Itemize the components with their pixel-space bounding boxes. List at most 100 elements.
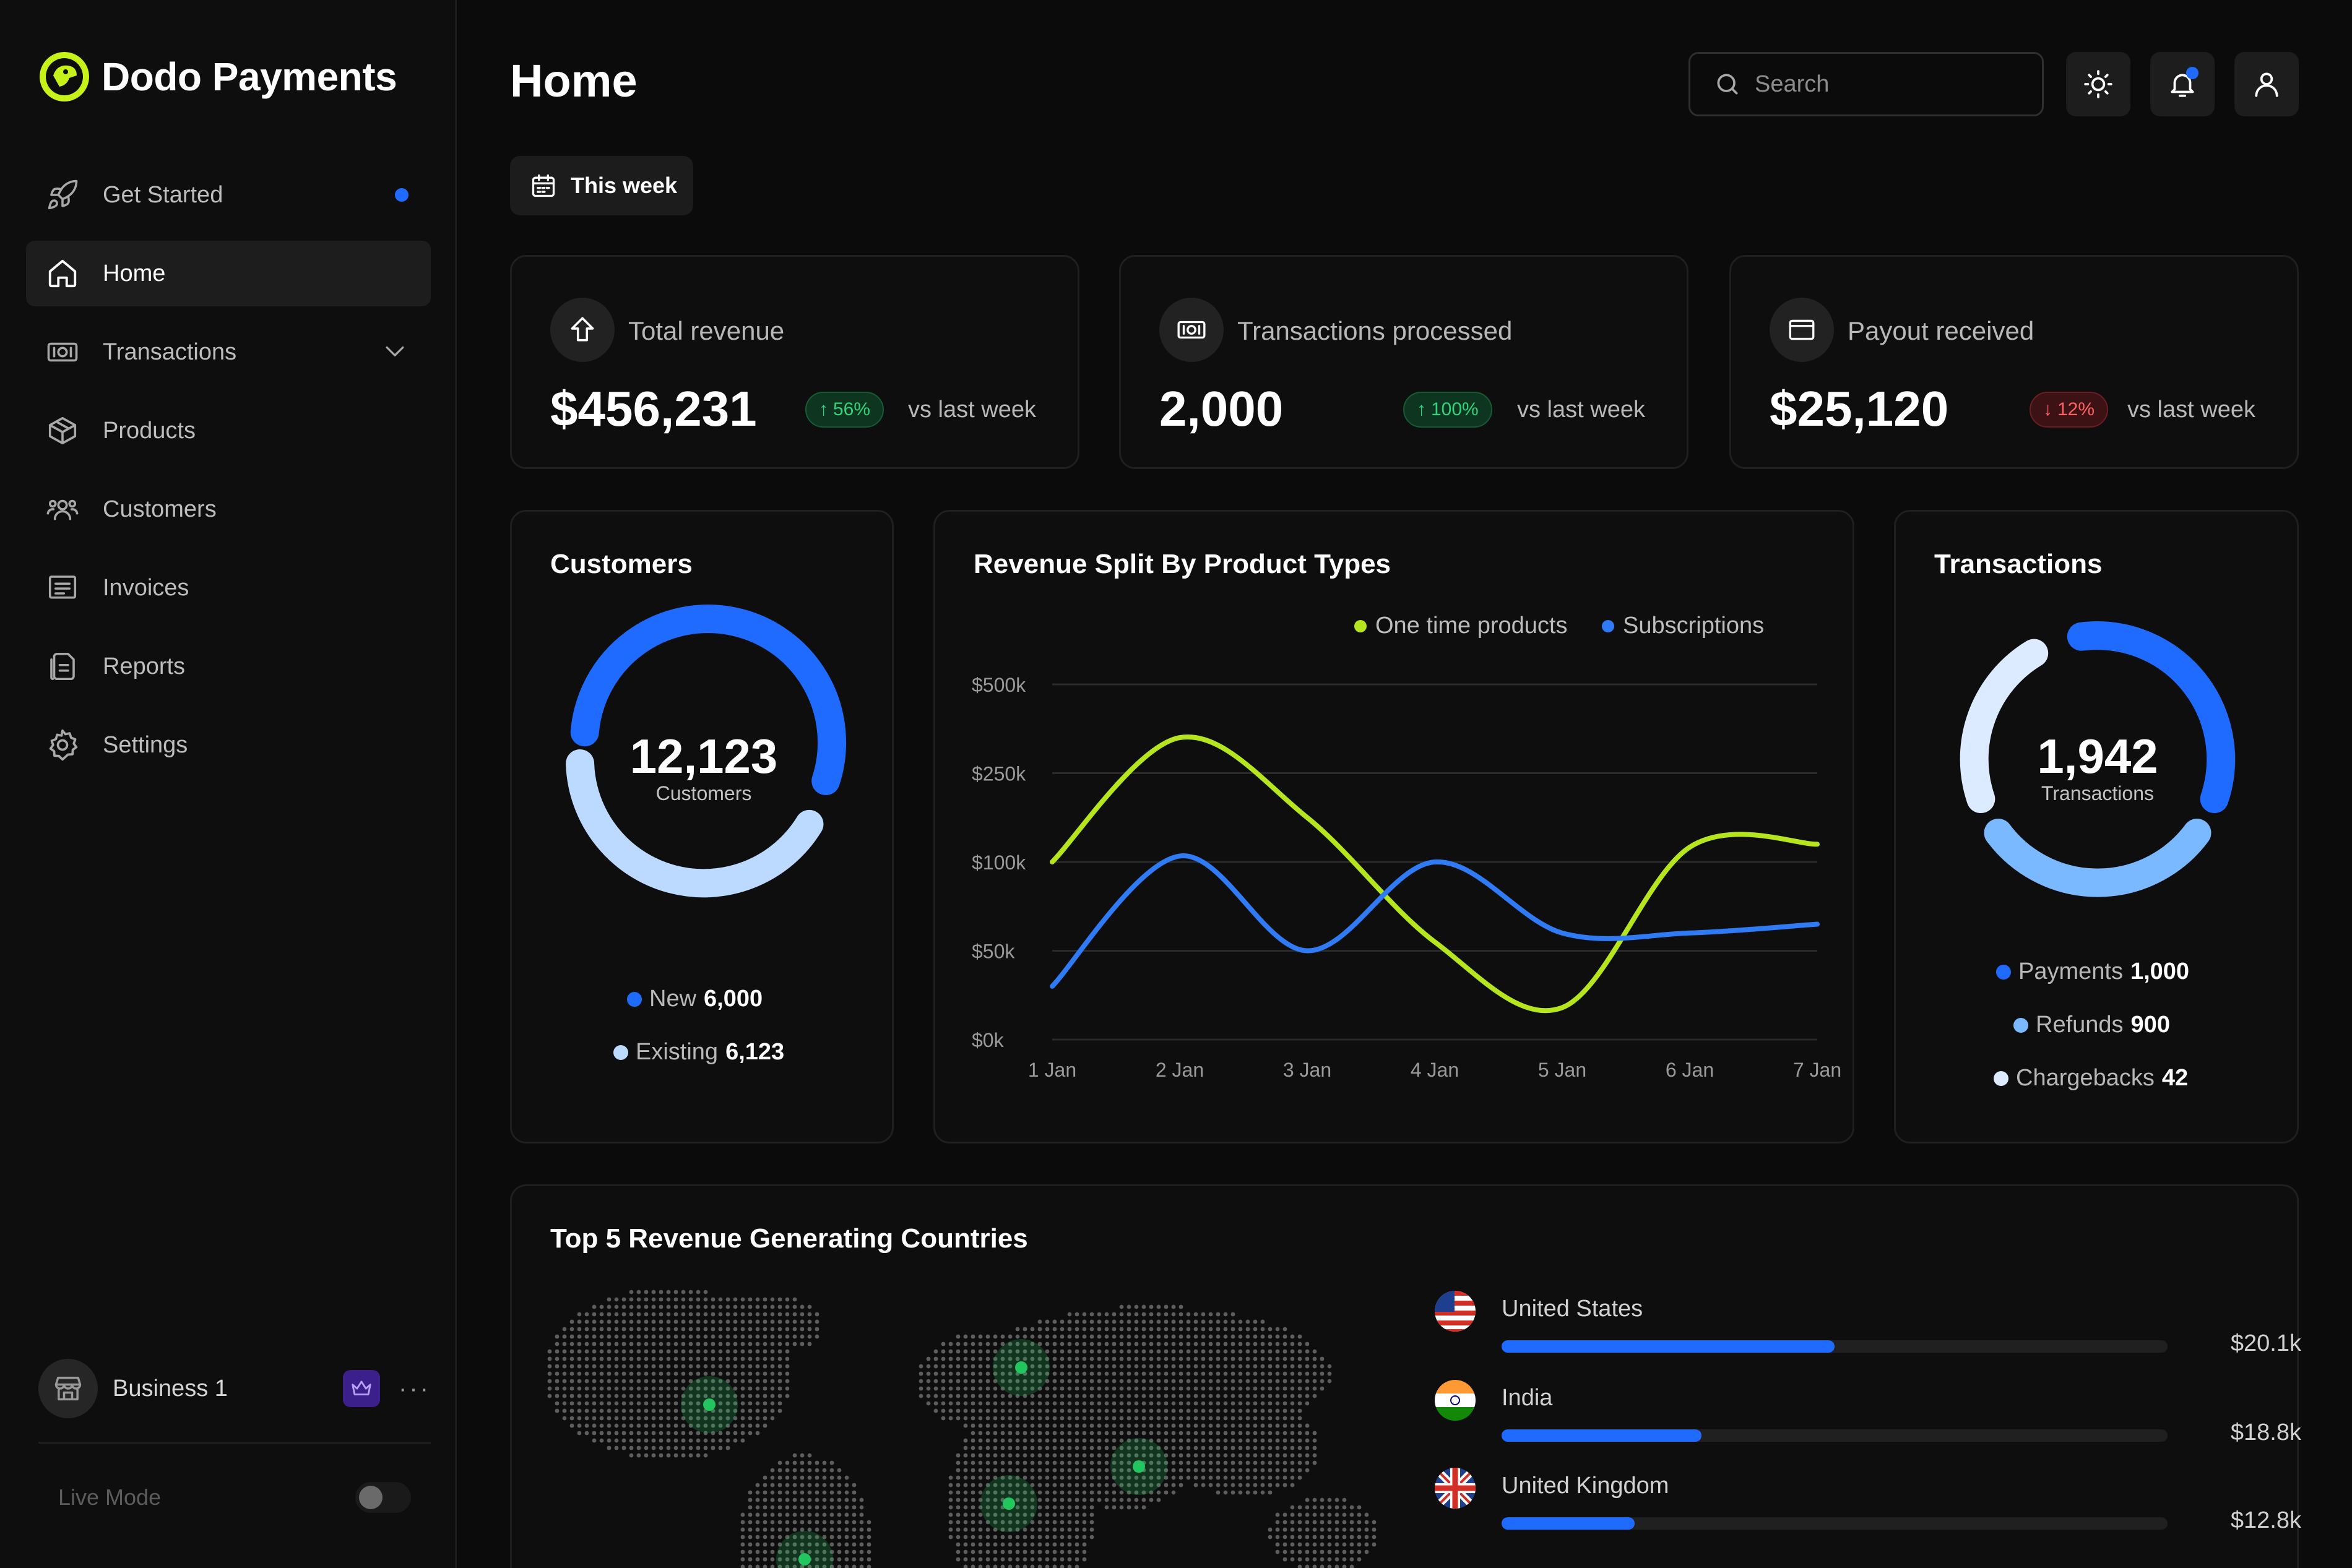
- map-hotspot[interactable]: [1003, 1497, 1015, 1510]
- notifications-button[interactable]: [2150, 52, 2215, 116]
- crown-icon[interactable]: [343, 1370, 381, 1407]
- map-dot: [792, 1304, 797, 1309]
- map-dot: [703, 1416, 708, 1421]
- sidebar-item-home[interactable]: Home: [26, 241, 431, 306]
- map-dot: [1119, 1453, 1124, 1458]
- map-dot: [629, 1423, 634, 1428]
- map-dot: [1193, 1453, 1198, 1458]
- map-dot: [1208, 1379, 1213, 1384]
- map-dot: [755, 1304, 760, 1309]
- map-dot: [807, 1520, 812, 1525]
- map-dot: [1149, 1431, 1154, 1436]
- sidebar-item-reports[interactable]: Reports: [26, 634, 431, 699]
- map-dot: [971, 1423, 975, 1428]
- map-dot: [607, 1401, 612, 1406]
- map-dot: [1023, 1416, 1027, 1421]
- map-dot: [963, 1453, 968, 1458]
- map-dot: [785, 1297, 790, 1302]
- map-dot: [577, 1349, 582, 1354]
- map-dot: [733, 1319, 738, 1324]
- map-dot: [1253, 1431, 1258, 1436]
- map-dot: [1216, 1356, 1221, 1361]
- map-dot: [599, 1431, 604, 1436]
- sidebar-item-transactions[interactable]: Transactions: [26, 319, 431, 385]
- map-dot: [1223, 1401, 1228, 1406]
- map-dot: [1060, 1542, 1065, 1547]
- map-dot: [659, 1386, 664, 1391]
- map-dot: [770, 1416, 775, 1421]
- chevron-down-icon[interactable]: [381, 337, 409, 368]
- map-dot: [636, 1371, 641, 1376]
- map-dot: [1164, 1342, 1169, 1346]
- map-dot: [815, 1505, 819, 1510]
- map-dot: [763, 1549, 767, 1554]
- map-dot: [948, 1364, 953, 1369]
- profile-button[interactable]: [2234, 52, 2299, 116]
- map-hotspot[interactable]: [1133, 1460, 1145, 1473]
- map-dot: [621, 1327, 626, 1332]
- sidebar-item-products[interactable]: Products: [26, 398, 431, 463]
- map-dot: [1201, 1356, 1206, 1361]
- map-dot: [792, 1542, 797, 1547]
- brand[interactable]: Dodo Payments: [38, 51, 397, 103]
- period-selector[interactable]: This week: [510, 156, 693, 215]
- map-dot: [740, 1535, 745, 1540]
- map-dot: [852, 1542, 857, 1547]
- map-dot: [919, 1386, 923, 1391]
- map-dot: [577, 1312, 582, 1317]
- map-dot: [688, 1445, 693, 1450]
- map-dot: [1015, 1468, 1020, 1473]
- map-dot: [614, 1334, 619, 1339]
- map-dot: [1364, 1549, 1369, 1554]
- map-dot: [1164, 1453, 1169, 1458]
- map-dot: [711, 1438, 716, 1443]
- sidebar-item-settings[interactable]: Settings: [26, 712, 431, 778]
- search-placeholder: Search: [1755, 71, 1830, 97]
- map-dot: [837, 1542, 842, 1547]
- map-hotspot[interactable]: [1015, 1361, 1027, 1374]
- map-dot: [584, 1319, 589, 1324]
- map-dot: [696, 1304, 701, 1309]
- map-dot: [1023, 1542, 1027, 1547]
- map-dot: [1119, 1505, 1124, 1510]
- map-dot: [725, 1423, 730, 1428]
- business-switcher[interactable]: Business 1 ···: [38, 1359, 431, 1418]
- search-input[interactable]: Search: [1688, 52, 2044, 116]
- map-dot: [703, 1386, 708, 1391]
- map-dot: [1112, 1334, 1117, 1339]
- map-dot: [1275, 1349, 1280, 1354]
- sidebar-item-label: Get Started: [103, 181, 223, 208]
- map-dot: [696, 1401, 701, 1406]
- map-dot: [1008, 1401, 1013, 1406]
- map-dot: [956, 1416, 961, 1421]
- map-dot: [770, 1408, 775, 1413]
- map-dot: [777, 1319, 782, 1324]
- map-dot: [755, 1557, 760, 1562]
- sidebar-item-invoices[interactable]: Invoices: [26, 555, 431, 621]
- map-dot: [1297, 1416, 1302, 1421]
- map-hotspot[interactable]: [798, 1553, 811, 1566]
- sidebar-item-customers[interactable]: Customers: [26, 476, 431, 542]
- map-dot: [1126, 1334, 1131, 1339]
- map-dot: [1186, 1438, 1191, 1443]
- live-mode-toggle[interactable]: [355, 1482, 411, 1513]
- map-hotspot[interactable]: [703, 1398, 716, 1411]
- map-dot: [1074, 1557, 1079, 1562]
- theme-toggle-button[interactable]: [2066, 52, 2130, 116]
- map-dot: [688, 1297, 693, 1302]
- map-dot: [718, 1408, 723, 1413]
- map-dot: [1052, 1520, 1057, 1525]
- map-dot: [1312, 1371, 1317, 1376]
- map-dot: [748, 1549, 753, 1554]
- map-dot: [1156, 1460, 1161, 1465]
- map-dot: [785, 1549, 790, 1554]
- map-dot: [718, 1364, 723, 1369]
- map-dot: [614, 1364, 619, 1369]
- transactions-total-label: Transactions: [2041, 782, 2154, 804]
- sidebar-item-get-started[interactable]: Get Started: [26, 162, 431, 228]
- map-dot: [1357, 1512, 1362, 1517]
- map-dot: [1245, 1319, 1250, 1324]
- map-dot: [815, 1512, 819, 1517]
- more-options-button[interactable]: ···: [399, 1374, 431, 1402]
- map-dot: [807, 1475, 812, 1480]
